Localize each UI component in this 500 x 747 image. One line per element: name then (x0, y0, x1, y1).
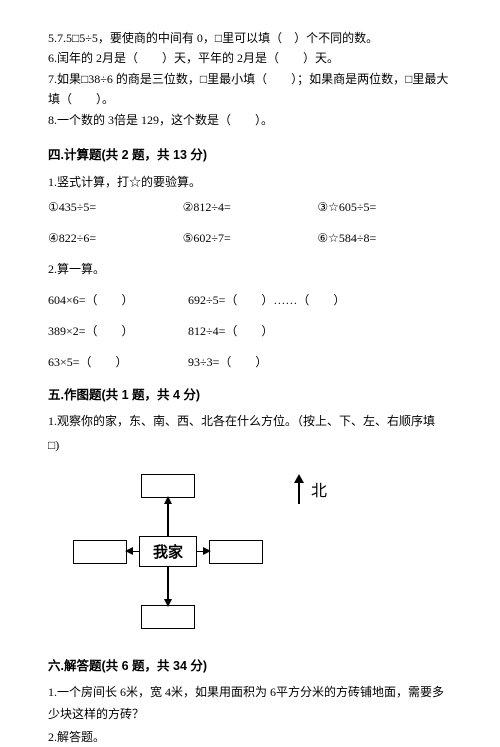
section-6-q1-line2: 少块这样的方砖？ (48, 704, 452, 724)
calc-cell: ③☆605÷5= (317, 200, 452, 215)
direction-box-left (73, 540, 127, 564)
calc2-row-3: 63×5=（ ） 93÷3=（ ） (48, 353, 452, 370)
arrowhead-left-icon (125, 547, 133, 555)
calc-cell: ①435÷5= (48, 200, 183, 215)
calc2-row-2: 389×2=（ ） 812÷4=（ ） (48, 322, 452, 339)
direction-diagram-container: 我家 北 (48, 474, 452, 629)
section-5-q1-line2: □) (48, 435, 452, 455)
north-indicator: 北 (293, 474, 327, 504)
calc-cell: 63×5=（ ） (48, 353, 188, 370)
calc-cell: 604×6=（ ） (48, 291, 188, 308)
calc-cell: 812÷4=（ ） (188, 322, 452, 339)
calc-cell: ②812÷4= (183, 200, 318, 215)
arrowhead-right-icon (203, 547, 211, 555)
question-6: 6.闰年的 2月是（ ）天，平年的 2月是（ ）天。 (48, 48, 452, 68)
section-6-q2: 2.解答题。 (48, 727, 452, 747)
north-arrow-icon (293, 474, 305, 504)
calc-row-1: ①435÷5= ②812÷4= ③☆605÷5= (48, 200, 452, 215)
section-5-title: 五.作图题(共 1 题，共 4 分) (48, 384, 452, 403)
section-6-q1-line1: 1.一个房间长 6米，宽 4米，如果用面积为 6平方分米的方砖铺地面，需要多 (48, 682, 452, 702)
calc-row-2: ④822÷6= ⑤602÷7= ⑥☆584÷8= (48, 231, 452, 246)
question-5: 5.7.5□5÷5，要使商的中间有 0，□里可以填（ ）个不同的数。 (48, 28, 452, 48)
direction-box-right (209, 540, 263, 564)
direction-diagram: 我家 (73, 474, 263, 629)
calc2-row-1: 604×6=（ ） 692÷5=（ ）……（ ） (48, 291, 452, 308)
calc-cell: 389×2=（ ） (48, 322, 188, 339)
direction-center-label: 我家 (139, 536, 197, 567)
direction-box-bottom (141, 605, 195, 629)
section-4-q2: 2.算一算。 (48, 260, 452, 277)
section-6-title: 六.解答题(共 6 题，共 34 分) (48, 655, 452, 674)
direction-box-top (141, 474, 195, 498)
section-4-q1: 1.竖式计算，打☆的要验算。 (48, 173, 452, 190)
north-label: 北 (311, 477, 327, 501)
section-5-q1-line1: 1.观察你的家，东、南、西、北各在什么方位。（按上、下、左、右顺序填 (48, 411, 452, 431)
calc-cell: ④822÷6= (48, 231, 183, 246)
calc-cell: ⑥☆584÷8= (317, 231, 452, 246)
section-4-title: 四.计算题(共 2 题，共 13 分) (48, 144, 452, 163)
arrowhead-up-icon (164, 496, 172, 504)
calc-cell: ⑤602÷7= (183, 231, 318, 246)
calc-cell: 692÷5=（ ）……（ ） (188, 291, 452, 308)
calc-cell: 93÷3=（ ） (188, 353, 452, 370)
question-7: 7.如果□38÷6 的商是三位数，□里最小填（ ）；如果商是两位数，□里最大填（… (48, 69, 452, 110)
arrowhead-down-icon (164, 599, 172, 607)
question-8: 8.一个数的 3倍是 129，这个数是（ ）。 (48, 110, 452, 130)
